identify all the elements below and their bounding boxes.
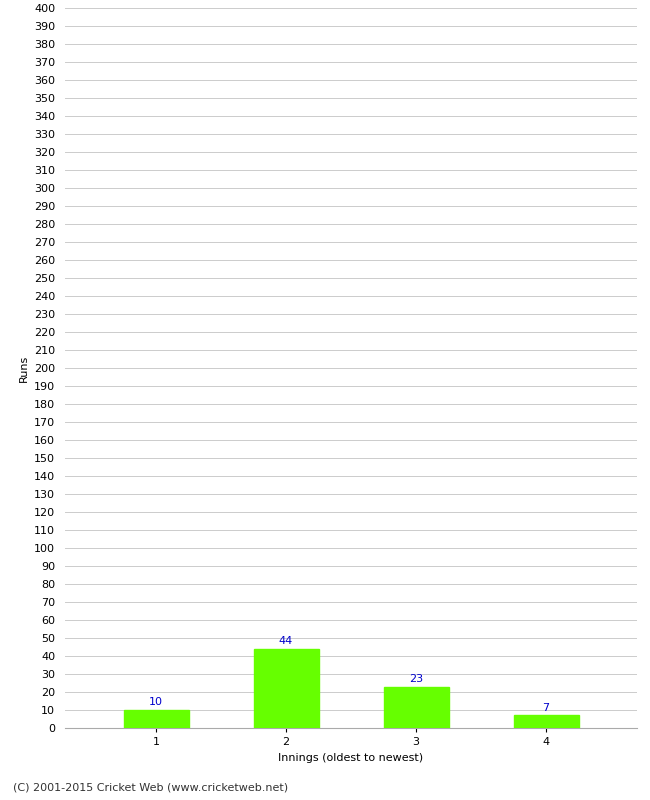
Text: 23: 23 — [409, 674, 423, 684]
Bar — [254, 649, 318, 728]
Text: (C) 2001-2015 Cricket Web (www.cricketweb.net): (C) 2001-2015 Cricket Web (www.cricketwe… — [13, 782, 288, 792]
Text: 10: 10 — [149, 698, 163, 707]
Bar — [124, 710, 188, 728]
X-axis label: Innings (oldest to newest): Innings (oldest to newest) — [278, 753, 424, 762]
Text: 44: 44 — [279, 636, 293, 646]
Bar — [384, 686, 448, 728]
Y-axis label: Runs: Runs — [18, 354, 29, 382]
Bar — [514, 715, 578, 728]
Text: 7: 7 — [543, 702, 549, 713]
